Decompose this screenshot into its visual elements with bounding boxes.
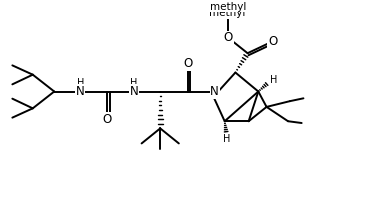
Text: O: O <box>224 31 233 44</box>
Text: H: H <box>270 75 277 85</box>
Text: N: N <box>210 85 219 98</box>
Text: H: H <box>131 78 138 88</box>
Text: H: H <box>77 78 84 88</box>
Text: N: N <box>130 85 138 98</box>
Text: O: O <box>183 57 192 70</box>
Text: H: H <box>223 134 231 144</box>
Text: methyl: methyl <box>210 2 246 12</box>
Text: O: O <box>268 35 277 48</box>
Text: N: N <box>76 85 85 98</box>
Text: O: O <box>103 113 112 126</box>
Text: methyl: methyl <box>209 8 246 18</box>
